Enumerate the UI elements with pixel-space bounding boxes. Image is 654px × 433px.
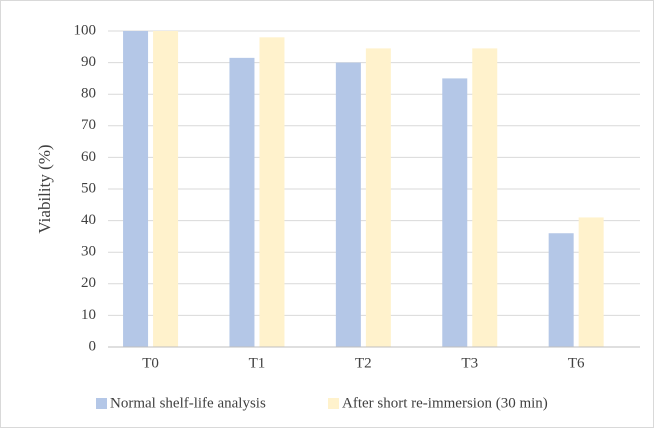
y-tick-label: 0 — [89, 338, 97, 354]
x-tick-label: T6 — [568, 355, 585, 371]
y-tick-label: 20 — [81, 275, 96, 291]
y-tick-label: 100 — [74, 22, 97, 38]
y-tick-label: 30 — [81, 244, 96, 260]
y-tick-label: 80 — [81, 86, 96, 102]
x-tick-label: T3 — [461, 355, 478, 371]
y-axis-title: Viability (%) — [35, 144, 54, 233]
x-tick-label: T1 — [249, 355, 266, 371]
legend-swatch — [328, 398, 339, 409]
y-tick-label: 50 — [81, 180, 96, 196]
x-tick-label: T2 — [355, 355, 372, 371]
legend-swatch — [96, 398, 107, 409]
bar — [365, 48, 391, 347]
y-tick-label: 90 — [81, 54, 96, 70]
bar — [442, 78, 468, 348]
bar — [123, 31, 149, 347]
y-tick-label: 70 — [81, 117, 96, 133]
legend-label: After short re-immersion (30 min) — [342, 395, 548, 411]
x-tick-label: T0 — [142, 355, 159, 371]
y-tick-label: 40 — [81, 212, 96, 228]
bar — [153, 31, 179, 347]
bar — [472, 48, 498, 347]
bar — [578, 217, 604, 347]
legend-label: Normal shelf-life analysis — [110, 395, 266, 411]
bar — [335, 62, 361, 347]
bar — [259, 37, 285, 347]
bar — [548, 233, 574, 347]
y-tick-label: 10 — [81, 307, 96, 323]
y-tick-label: 60 — [81, 149, 96, 165]
bar — [229, 57, 255, 348]
